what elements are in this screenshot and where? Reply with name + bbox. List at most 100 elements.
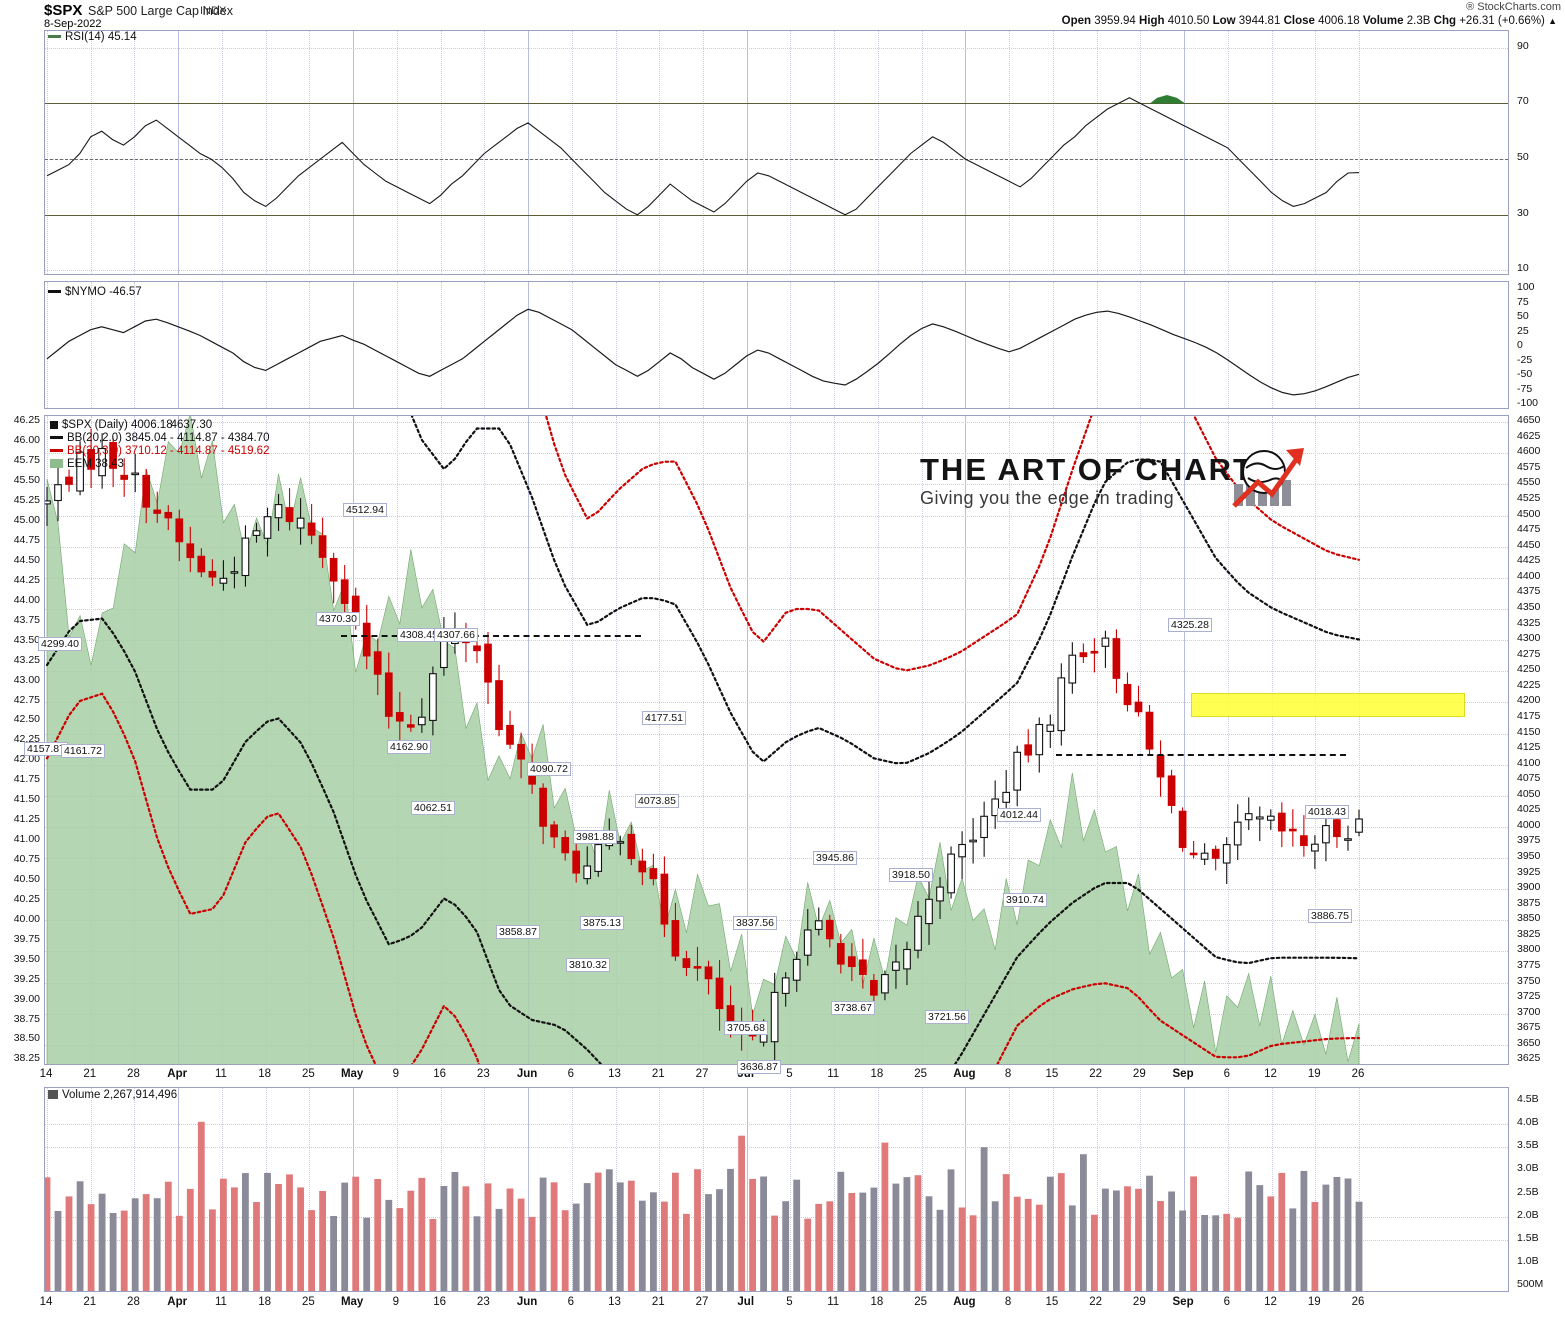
gridline-horizontal (45, 484, 1508, 486)
rsi-legend: RSI(14) 45.14 (48, 31, 137, 44)
gridline-horizontal (45, 889, 1508, 891)
gridline-vertical (615, 282, 617, 408)
gridline-vertical (1009, 416, 1011, 1064)
x-axis-label: 25 (301, 1296, 315, 1308)
gridline-vertical (90, 31, 92, 274)
nymo-tick-label: -25 (1517, 353, 1533, 366)
price-tick-label-left: 46.25 (13, 414, 40, 427)
x-axis-label: 19 (1307, 1296, 1321, 1308)
gridline-vertical (1359, 282, 1360, 408)
nymo-legend: $NYMO -46.57 (48, 286, 142, 299)
price-tick-label-left: 38.75 (13, 1012, 40, 1025)
gridline-vertical (265, 282, 267, 408)
price-tick-label-right: 3700 (1517, 1005, 1541, 1018)
gridline-horizontal (45, 47, 1508, 49)
price-series-layer (45, 416, 1363, 1064)
gridline-vertical (309, 282, 311, 408)
x-axis-label: 6 (567, 1068, 574, 1080)
price-tick-label-left: 44.75 (13, 534, 40, 546)
x-axis-label: 18 (870, 1296, 884, 1308)
price-tick-label-left: 39.50 (13, 952, 40, 965)
bollinger-band (544, 416, 1361, 672)
price-tick-label-left: 45.50 (13, 474, 40, 487)
price-tick-label-left: 41.25 (13, 813, 40, 826)
x-axis-label: 11 (827, 1068, 840, 1080)
price-tick-label-left: 39.75 (13, 932, 40, 945)
rsi-tick-label: 10 (1517, 262, 1529, 275)
gridline-vertical (615, 416, 617, 1064)
nymo-tick-label: 25 (1517, 324, 1529, 337)
price-tick-label-right: 4000 (1517, 818, 1541, 831)
nymo-legend-text: $NYMO -46.57 (65, 286, 142, 298)
gridline-vertical (615, 31, 617, 274)
gridline-vertical (440, 31, 442, 274)
x-axis-label: Jun (516, 1296, 538, 1308)
stockcharts-credit: ® StockCharts.com (1466, 1, 1561, 13)
gridline-vertical (790, 1088, 792, 1291)
price-tick-label-right: 3625 (1517, 1052, 1541, 1065)
rsi-midline (45, 159, 1508, 161)
price-axis-right-spx: 4650 4625 4600 4575 4550 4525 4500 4475 4450 4425… (1511, 415, 1565, 1065)
gridline-vertical (790, 31, 792, 274)
spx-swatch-icon (50, 420, 58, 429)
price-tick-label-left: 38.50 (13, 1032, 40, 1045)
nymo-tick-label: -75 (1517, 382, 1533, 395)
x-axis-label: 27 (695, 1068, 709, 1080)
volume-panel (44, 1087, 1509, 1292)
gridline-vertical (834, 31, 836, 274)
nymo-panel (44, 281, 1509, 409)
x-axis-label: 12 (1264, 1296, 1277, 1308)
gridline-vertical (484, 282, 486, 408)
nymo-line-series (46, 308, 1360, 396)
gridline-vertical (571, 1088, 573, 1291)
rsi-tick-label: 70 (1517, 95, 1529, 108)
gridline-vertical (1227, 416, 1229, 1064)
x-axis-label: 11 (214, 1068, 227, 1080)
gridline-vertical (1096, 416, 1098, 1064)
gridline-vertical (1009, 1088, 1011, 1291)
price-tick-label-right: 4075 (1517, 772, 1541, 785)
x-axis-label: 14 (39, 1296, 53, 1308)
gridline-vertical (528, 31, 530, 274)
gridline-horizontal (45, 1124, 1508, 1126)
gridline-vertical (1009, 282, 1011, 408)
gridline-vertical (221, 31, 223, 274)
price-tick-label-right: 3800 (1517, 943, 1541, 956)
price-tick-label-right: 4250 (1517, 663, 1541, 676)
price-tick-label-right: 4300 (1517, 632, 1541, 645)
gridline-vertical (90, 1088, 92, 1291)
gridline-horizontal (45, 671, 1508, 673)
price-tick-label-left: 42.00 (13, 753, 40, 766)
price-legend-bb2-row: BB(20,2.0) 3845.04 - 4114.87 - 4384.70 (50, 432, 269, 445)
volume-swatch-icon (48, 1090, 58, 1100)
x-axis-label: Apr (167, 1068, 188, 1080)
gridline-vertical (1052, 31, 1054, 274)
change-up-arrow-icon: ▲ (1548, 16, 1557, 26)
x-axis-label: 27 (695, 1296, 709, 1308)
price-tick-label-left: 40.25 (13, 892, 40, 905)
gridline-vertical (1359, 416, 1360, 1064)
rsi-oversold-line (45, 214, 1508, 216)
watermark-line1-text: THE ART OF CHART (920, 452, 1254, 487)
price-tick-label-left: 42.50 (13, 713, 40, 726)
gridline-vertical (746, 1088, 748, 1291)
rsi-panel (44, 30, 1509, 275)
gridline-vertical (1184, 1088, 1186, 1291)
gridline-horizontal (45, 453, 1508, 455)
price-tick-label-right: 4150 (1517, 725, 1541, 738)
gridline-vertical (396, 1088, 398, 1291)
gridline-vertical (528, 1088, 530, 1291)
gridline-vertical (440, 282, 442, 408)
gridline-horizontal (45, 546, 1508, 548)
price-panel (44, 415, 1509, 1065)
gridline-vertical (703, 1088, 704, 1291)
gridline-horizontal (45, 858, 1508, 860)
gridline-vertical (1271, 31, 1273, 274)
price-tick-label-right: 4450 (1517, 538, 1541, 551)
price-legend-spx: $SPX (Daily) 4006.18 (62, 419, 173, 431)
gridline-vertical (178, 282, 180, 408)
price-tick-label-right: 4025 (1517, 803, 1541, 816)
x-axis-label: 26 (1351, 1296, 1365, 1308)
price-tick-label-right: 4225 (1517, 678, 1541, 691)
gridline-vertical (965, 31, 967, 274)
